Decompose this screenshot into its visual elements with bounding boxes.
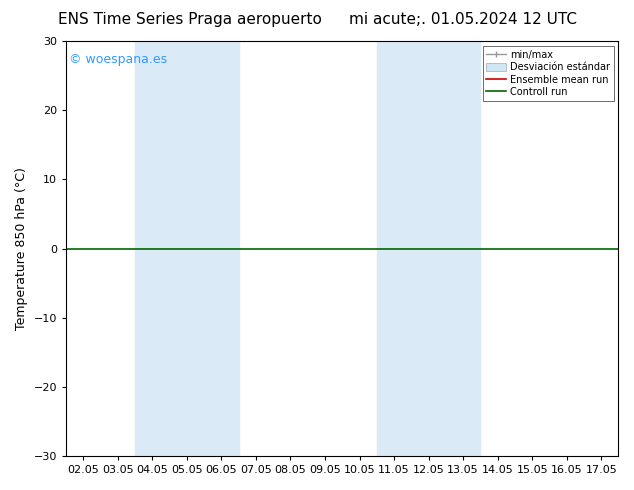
Y-axis label: Temperature 850 hPa (°C): Temperature 850 hPa (°C) [15, 167, 28, 330]
Text: © woespana.es: © woespana.es [69, 53, 167, 67]
Legend: min/max, Desviación estándar, Ensemble mean run, Controll run: min/max, Desviación estándar, Ensemble m… [482, 46, 614, 101]
Bar [135, 41, 239, 456]
Text: ENS Time Series Praga aeropuerto: ENS Time Series Praga aeropuerto [58, 12, 322, 27]
Text: mi acute;. 01.05.2024 12 UTC: mi acute;. 01.05.2024 12 UTC [349, 12, 577, 27]
Bar [377, 41, 481, 456]
